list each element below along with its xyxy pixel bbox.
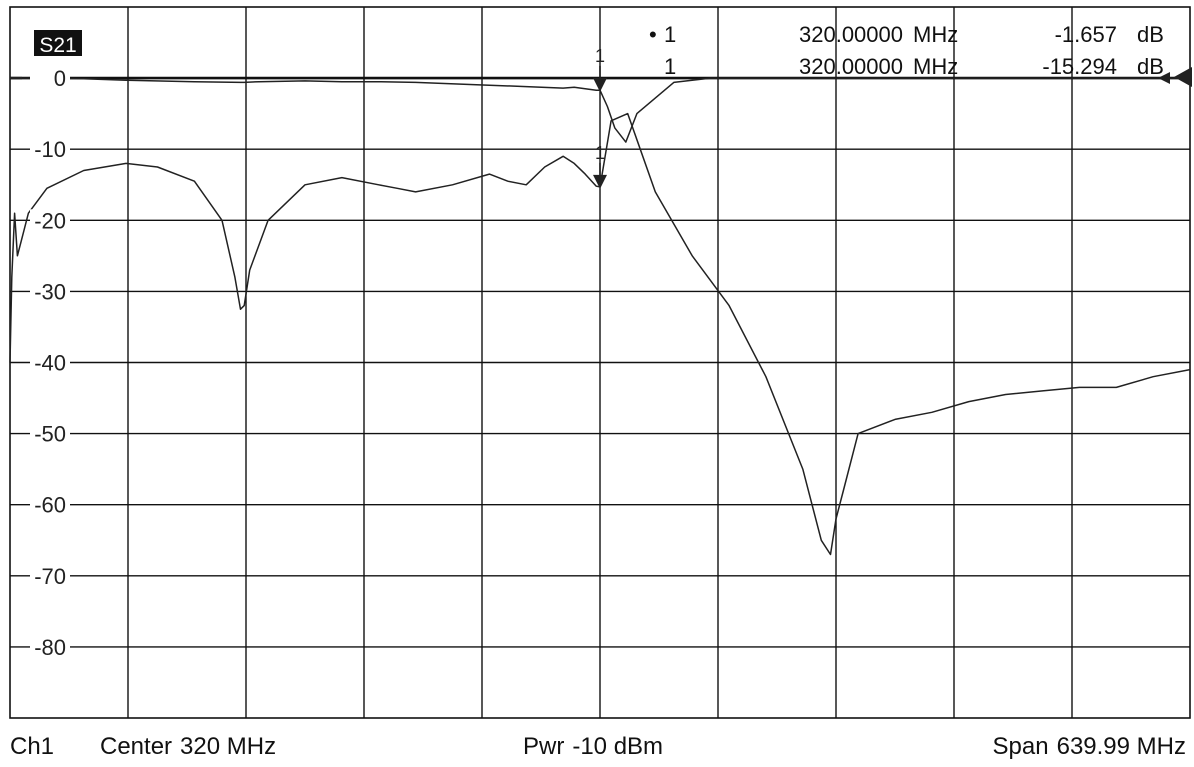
- y-tick-label-bg: [30, 280, 70, 303]
- marker-readout-1: • 1 320.00000 MHz -1.657 dB: [649, 22, 1164, 47]
- plot-grid: [9, 6, 1191, 719]
- reference-level-arrow-icon[interactable]: [1174, 67, 1192, 87]
- trace-label-text: S21: [39, 34, 76, 57]
- y-tick-label-bg: [30, 351, 70, 374]
- channel-label[interactable]: Ch1: [10, 733, 55, 760]
- y-tick-label: -10: [34, 137, 66, 162]
- marker-readout-number: 1: [664, 22, 676, 47]
- y-tick-label-bg: [30, 493, 70, 516]
- marker-readout-frequency: 320.00000: [799, 22, 903, 47]
- marker-readout-value-unit: dB: [1137, 22, 1164, 47]
- y-tick-label-bg: [30, 138, 70, 161]
- y-tick-label-bg: [30, 209, 70, 232]
- y-tick-label: -50: [34, 422, 66, 447]
- active-marker-dot-icon: •: [649, 22, 657, 47]
- marker-readout-frequency-unit: MHz: [913, 54, 958, 79]
- marker-readout-number: 1: [664, 54, 676, 79]
- y-tick-label: 0: [54, 66, 66, 91]
- marker-readout-value-unit: dB: [1137, 54, 1164, 79]
- trace-label-s21[interactable]: S21: [34, 30, 82, 57]
- series-line-2: [9, 112, 1191, 556]
- span-value: 639.99 MHz: [1056, 733, 1186, 760]
- y-tick-label: -40: [34, 351, 66, 376]
- power-label: Pwr: [523, 733, 565, 760]
- power-value: -10 dBm: [572, 733, 664, 760]
- y-tick-label-bg: [30, 635, 70, 658]
- marker-readout-frequency: 320.00000: [799, 54, 903, 79]
- series-line-1: [10, 77, 1190, 143]
- y-tick-labels: 0 -10 -20 -30 -40 -50 -60 -70 -80: [10, 66, 70, 660]
- span-label: Span: [992, 733, 1049, 760]
- span-frequency[interactable]: Span 639.99 MHz: [993, 733, 1186, 761]
- y-tick-label: -80: [34, 635, 66, 660]
- marker-1-number-label: 1: [595, 46, 605, 66]
- y-tick-label-bg: [30, 67, 70, 90]
- y-tick-label-bg: [30, 564, 70, 587]
- y-tick-label: -30: [34, 279, 66, 304]
- marker-readout-value: -15.294: [1042, 54, 1117, 79]
- center-label: Center: [100, 733, 173, 760]
- center-frequency[interactable]: Center 320 MHz: [100, 733, 276, 761]
- y-tick-label-bg: [30, 422, 70, 445]
- y-tick-label: -70: [34, 564, 66, 589]
- center-value: 320 MHz: [180, 733, 277, 760]
- marker-readout-value: -1.657: [1055, 22, 1117, 47]
- y-tick-label: -20: [34, 208, 66, 233]
- marker-readout-2: 1 320.00000 MHz -15.294 dB: [664, 54, 1164, 79]
- reference-level-arrow-icon-2: [1158, 72, 1170, 84]
- marker-readout-frequency-unit: MHz: [913, 22, 958, 47]
- trace-group: [9, 77, 1191, 556]
- marker-1-number-label: 1: [595, 143, 605, 163]
- power-level[interactable]: Pwr -10 dBm: [523, 733, 663, 761]
- y-tick-label: -60: [34, 493, 66, 518]
- marker-1-active-down-arrow[interactable]: 1: [593, 46, 607, 92]
- marker-1-secondary-down-arrow[interactable]: 1: [593, 143, 607, 189]
